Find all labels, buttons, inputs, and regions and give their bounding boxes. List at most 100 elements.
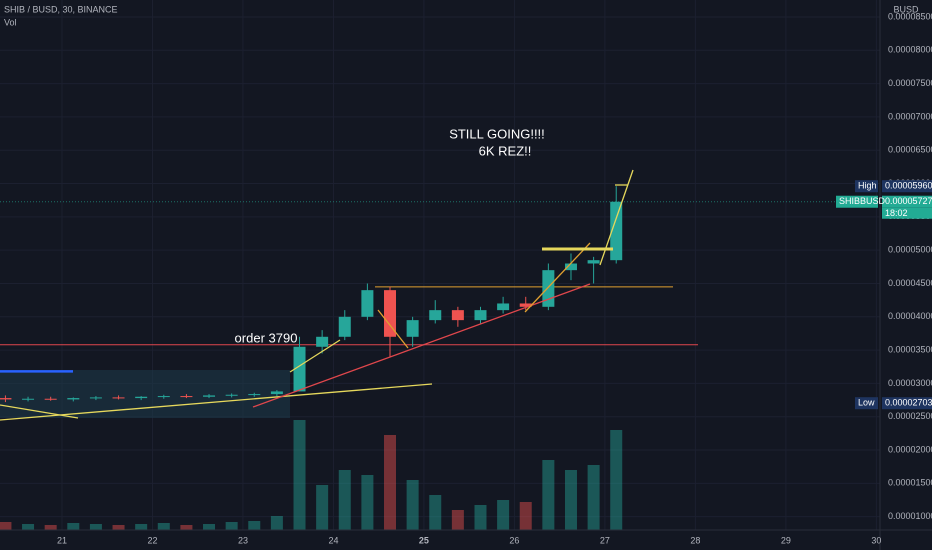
candle-body xyxy=(384,290,397,337)
price-tag-label: 0.00002703 xyxy=(885,398,932,408)
annotation: 6K REZ!! xyxy=(479,143,532,158)
currency: BUSD xyxy=(893,4,919,14)
volume-bar xyxy=(157,523,170,530)
x-tick-label: 25 xyxy=(419,535,429,545)
volume-bar xyxy=(474,505,487,530)
volume-bar xyxy=(89,524,102,530)
volume-bar xyxy=(44,525,57,530)
countdown-box xyxy=(882,207,932,219)
annotation: order 3790 xyxy=(235,330,298,345)
tag-name-box xyxy=(855,180,878,193)
axes: 0.00008500 0.00008000 0.00007500 0.00007000… xyxy=(57,11,932,545)
annotation: STILL GOING!!!! xyxy=(449,126,545,141)
y-tick-label: 0.00006500 xyxy=(888,145,932,155)
candle-body xyxy=(451,310,464,321)
y-tick-label: 0.00002000 xyxy=(888,444,932,454)
candle-body xyxy=(338,316,351,337)
trendline xyxy=(524,242,591,313)
candle-body xyxy=(44,398,57,400)
candle-body xyxy=(587,260,600,264)
volume-bar xyxy=(406,480,419,530)
y-tick-label: 0.00001500 xyxy=(888,478,932,488)
volume-bar xyxy=(564,470,577,530)
candle-body xyxy=(180,396,193,398)
volume-bar xyxy=(429,495,442,530)
candle-body xyxy=(406,320,419,337)
candle-body xyxy=(248,394,261,396)
volume-bar xyxy=(180,525,193,530)
y-tick-label: 0.00008500 xyxy=(888,11,932,21)
volume-bar xyxy=(135,524,148,530)
volume-bar xyxy=(519,502,532,530)
x-tick-label: 23 xyxy=(238,535,248,545)
volume-bar xyxy=(67,523,80,530)
tag-name-box xyxy=(855,397,878,410)
trendline xyxy=(252,283,591,408)
volume-bar xyxy=(361,475,374,530)
y-tick-label: 0.00005000 xyxy=(888,245,932,255)
candle-body xyxy=(610,201,623,261)
x-tick-label: 28 xyxy=(690,535,700,545)
candle-body xyxy=(22,398,35,400)
y-tick-label: 0.00002500 xyxy=(888,411,932,421)
volume-bar xyxy=(316,485,329,530)
x-tick-label: 26 xyxy=(509,535,519,545)
volume-bar xyxy=(338,470,351,530)
trendline xyxy=(0,404,79,419)
price-tag xyxy=(882,180,932,193)
y-tick-label: 0.00004000 xyxy=(888,311,932,321)
x-tick-label: 27 xyxy=(600,535,610,545)
y-tick-label: 0.00001000 xyxy=(888,511,932,521)
y-tick-label: 0.00003500 xyxy=(888,344,932,354)
candle-body xyxy=(361,290,374,317)
y-tick-label: 0.00007500 xyxy=(888,78,932,88)
volume-bar xyxy=(497,500,510,530)
volume-bar xyxy=(225,522,238,530)
candle-body xyxy=(497,303,510,311)
volume-bar xyxy=(384,435,397,530)
x-tick-label: 24 xyxy=(328,535,338,545)
volume-label: Vol xyxy=(4,17,17,27)
price-tag xyxy=(882,397,932,410)
candle-body xyxy=(474,310,487,321)
candle-body xyxy=(67,398,80,400)
candle-body xyxy=(157,396,170,398)
candle-body xyxy=(316,336,329,347)
y-tick-label: 0.00004500 xyxy=(888,278,932,288)
y-tick-label: 0.00003000 xyxy=(888,378,932,388)
x-tick-label: 22 xyxy=(147,535,157,545)
tag-name: SHIBBUSD xyxy=(839,196,886,206)
x-tick-label: 21 xyxy=(57,535,67,545)
candle-body xyxy=(135,396,148,399)
candle-body xyxy=(564,263,577,271)
plot xyxy=(0,186,880,530)
volume-bar xyxy=(451,510,464,530)
y-tick-label: 0.00007000 xyxy=(888,111,932,121)
trendline xyxy=(289,339,341,373)
volume-bar xyxy=(270,516,283,530)
candle-body xyxy=(0,398,12,400)
x-tick-label: 29 xyxy=(781,535,791,545)
range-box xyxy=(0,370,290,418)
trendline xyxy=(377,309,409,349)
candle-body xyxy=(225,394,238,396)
price-tag-label: 0.00005727 xyxy=(885,196,932,206)
tag-name-box xyxy=(836,195,878,208)
chart-title: SHIB / BUSD, 30, BINANCE xyxy=(4,4,118,14)
candle-body xyxy=(203,395,216,397)
candle-body xyxy=(112,397,125,399)
volume-bar xyxy=(112,525,125,530)
volume-bar xyxy=(203,524,216,530)
volume-bar xyxy=(248,521,261,530)
tag-name: Low xyxy=(858,398,875,408)
volume-bar xyxy=(22,524,35,530)
trendline xyxy=(599,169,634,266)
volume-bar xyxy=(293,420,306,530)
candle-body xyxy=(270,391,283,395)
trendline xyxy=(0,383,433,421)
volume-bar xyxy=(610,430,623,530)
price-tag xyxy=(882,195,932,208)
